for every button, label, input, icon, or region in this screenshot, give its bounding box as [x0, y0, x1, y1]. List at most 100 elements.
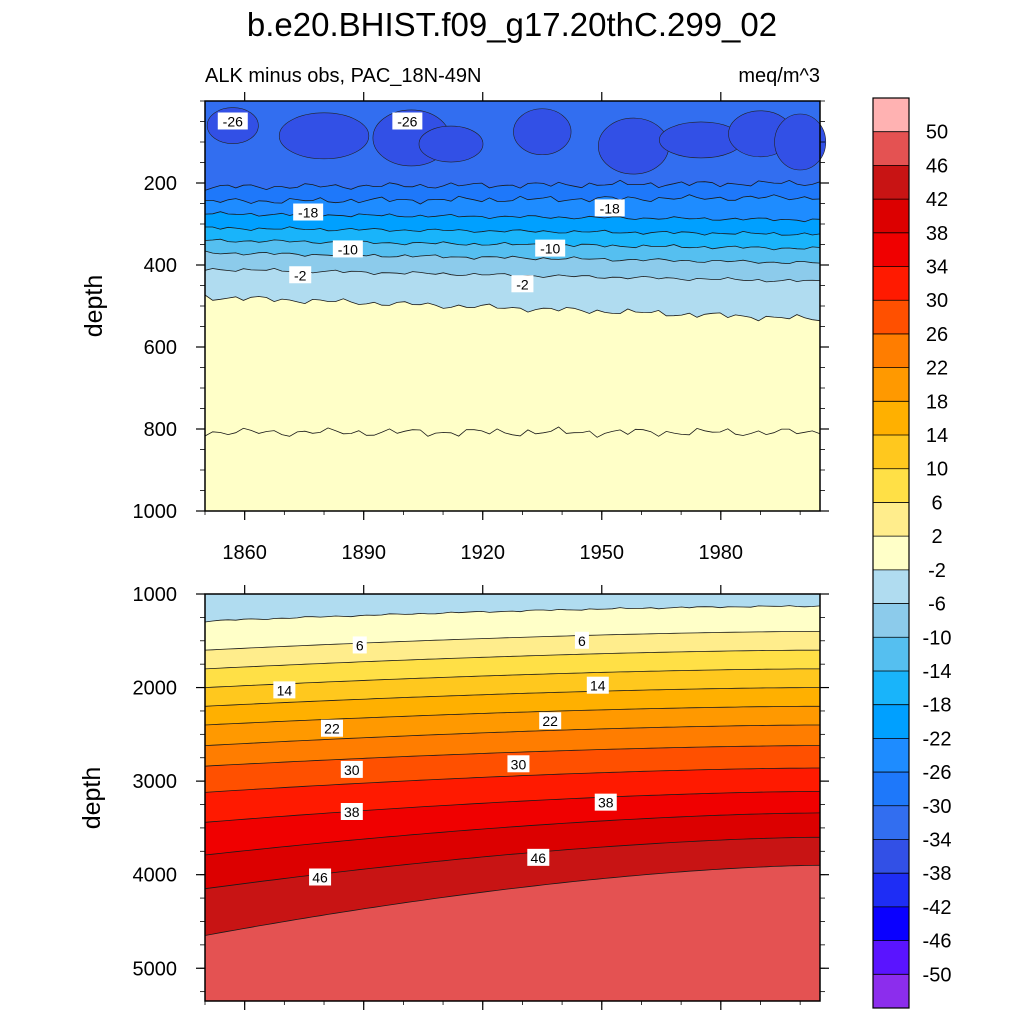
lower-y-axis-label: depth	[78, 767, 106, 830]
lower-contour-label: 14	[277, 682, 293, 698]
upper-contour-label-box	[217, 112, 248, 130]
upper-contour-line	[204, 426, 821, 438]
colorbar-label: 50	[926, 122, 948, 144]
colorbar-swatch	[873, 536, 909, 571]
upper-contour-label: -2	[294, 267, 307, 283]
upper-y-tick-label: 800	[144, 419, 177, 441]
colorbar-label: -34	[923, 829, 952, 851]
colorbar-swatch	[873, 603, 909, 638]
colorbar-swatch	[873, 839, 909, 874]
lower-contour-label-box	[574, 631, 589, 649]
lower-contour-label: 6	[578, 633, 586, 649]
lower-contour-line	[204, 812, 821, 856]
upper-contour-label: -10	[338, 241, 358, 257]
upper-contour-label-box	[332, 240, 363, 258]
upper-contour-label: -18	[600, 200, 620, 216]
upper-contour-label: -2	[516, 276, 529, 292]
upper-contour-label-box	[392, 112, 423, 130]
colorbar-label: -46	[923, 931, 952, 953]
colorbar-swatch	[873, 704, 909, 739]
upper-y-tick-label: 1000	[133, 501, 178, 523]
lower-contour-line	[204, 631, 820, 651]
lower-contour-label: 46	[312, 869, 328, 885]
colorbar-swatch	[873, 670, 909, 706]
lower-contour-label-box	[507, 755, 530, 773]
upper-contour-line	[204, 250, 821, 265]
colorbar-swatch	[873, 940, 909, 975]
colorbar-swatch	[873, 266, 909, 301]
colorbar-label: 42	[926, 189, 948, 211]
colorbar-swatch	[873, 199, 909, 234]
colorbar-swatch	[873, 738, 909, 773]
colorbar-label: -38	[923, 863, 952, 885]
colorbar-label: -30	[923, 796, 952, 818]
lower-y-tick-label: 4000	[133, 865, 178, 887]
colorbar-label: -42	[923, 897, 952, 919]
colorbar-label: -50	[923, 964, 952, 986]
lower-contour-label: 6	[356, 637, 364, 653]
upper-contour-label: -18	[298, 205, 318, 221]
lower-contour-label-box	[340, 760, 363, 778]
lower-contour-fill	[205, 594, 820, 1001]
upper-x-tick-label: 1860	[222, 542, 267, 564]
colorbar-swatch	[873, 232, 909, 268]
colorbar-label: 26	[926, 324, 948, 346]
colorbar-swatch	[873, 300, 909, 335]
chart-subtitle-left: ALK minus obs, PAC_18N-49N	[205, 65, 481, 87]
chart-units: meq/m^3	[738, 65, 820, 87]
lower-contour-label-box	[340, 803, 363, 821]
upper-contour-fill	[205, 101, 827, 511]
chart-title: b.e20.BHIST.f09_g17.20thC.299_02	[247, 6, 777, 43]
lower-axes: 1000 2000 3000 4000 5000	[133, 584, 829, 1010]
colorbar-label: 30	[926, 290, 948, 312]
lower-panel: 6 6 14 14 22 22 30 30 38 38 46 46 1000 2000 3000 4000 5…	[78, 584, 829, 1010]
upper-y-axis-label: depth	[80, 275, 108, 338]
lower-contour-label-box	[320, 719, 343, 737]
lower-contour-labels: 6 6 14 14 22 22 30 30 38 38 46 46	[273, 631, 617, 886]
colorbar-label: -10	[923, 627, 952, 649]
upper-contour-line	[204, 238, 821, 251]
upper-contour-label: -10	[540, 241, 560, 257]
colorbar-swatch	[873, 502, 909, 537]
colorbar-swatch	[873, 165, 909, 200]
upper-contour-region	[774, 113, 827, 171]
lower-plot-frame	[204, 593, 821, 1002]
lower-contour-label: 22	[324, 721, 340, 737]
upper-contour-label-box	[535, 239, 566, 257]
colorbar-label: -2	[928, 560, 946, 582]
lower-contour-line	[204, 705, 820, 726]
lower-contour-line	[204, 724, 820, 746]
colorbar-swatch	[873, 569, 909, 605]
colorbar-label: 34	[926, 257, 948, 279]
upper-contour-line	[205, 194, 821, 205]
upper-contour-label-box	[511, 275, 534, 293]
lower-contour-label: 30	[511, 756, 527, 772]
colorbar-swatch	[873, 805, 909, 840]
colorbar-label: 14	[926, 425, 948, 447]
lower-contour-label-box	[539, 712, 562, 730]
lower-y-tick-label: 5000	[133, 958, 178, 980]
colorbar-label: 10	[926, 459, 948, 481]
colorbar-swatch	[873, 974, 909, 1009]
upper-y-tick-label: 400	[144, 255, 177, 277]
colorbar-label: -18	[923, 695, 952, 717]
colorbar-swatch	[873, 873, 909, 908]
upper-contour-region	[418, 125, 484, 163]
colorbar-swatch	[873, 906, 909, 942]
upper-contour-label: -26	[397, 114, 417, 130]
lower-contour-lines	[204, 605, 821, 936]
colorbar-swatch	[873, 468, 909, 503]
colorbar-label: 22	[926, 358, 948, 380]
lower-y-tick-label: 3000	[133, 771, 178, 793]
lower-contour-label: 38	[344, 804, 360, 820]
upper-contour-label-box	[594, 199, 625, 217]
lower-contour-region	[205, 594, 820, 622]
colorbar-label: -26	[923, 762, 952, 784]
upper-contour-line	[204, 179, 821, 191]
lower-contour-label: 46	[531, 850, 547, 866]
colorbar-label: 46	[926, 155, 948, 177]
colorbar-label: 6	[931, 492, 942, 514]
upper-contour-labels: -26 -26 -18 -18 -10 -10 -2 -2	[217, 112, 625, 293]
lower-contour-label: 14	[590, 678, 606, 694]
